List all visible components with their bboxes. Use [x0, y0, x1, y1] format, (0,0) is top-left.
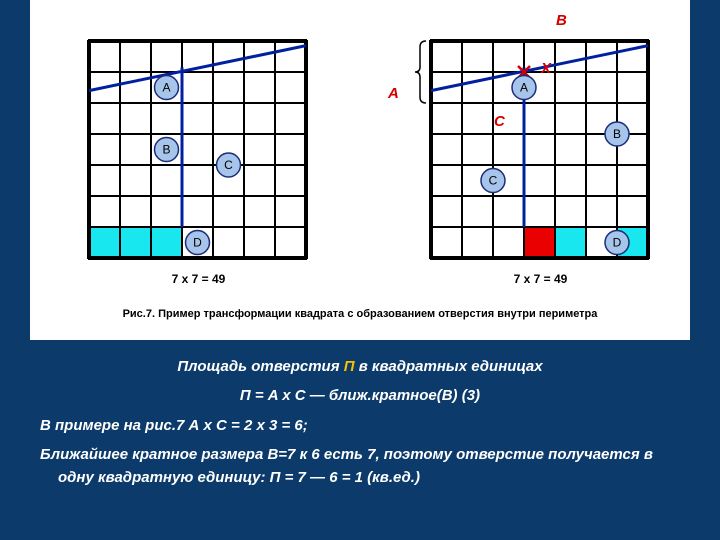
- svg-text:B: B: [613, 127, 621, 141]
- svg-text:A: A: [162, 81, 170, 95]
- text-line1-hl: П: [344, 358, 355, 375]
- svg-text:A: A: [520, 81, 528, 95]
- svg-text:C: C: [489, 174, 498, 188]
- text-line1-post: в квадратных единицах: [355, 358, 543, 375]
- text-line4: Ближайшее кратное размера В=7 к 6 есть 7…: [40, 443, 680, 490]
- label-X: X: [541, 60, 551, 77]
- svg-text:D: D: [193, 236, 202, 250]
- svg-text:B: B: [162, 143, 170, 157]
- svg-text:C: C: [224, 158, 233, 172]
- figure-caption: Рис.7. Пример трансформации квадрата с о…: [0, 308, 720, 320]
- text-block: Площадь отверстия П в квадратных единица…: [40, 355, 680, 495]
- grid-caption: 7 x 7 = 49: [88, 272, 309, 286]
- text-line1-pre: Площадь отверстия: [177, 358, 343, 375]
- grid-left: A B C D 7 x 7 = 49: [88, 40, 309, 286]
- text-formula: П = A x C — ближ.кратное(B) (3): [40, 384, 680, 407]
- label-C: C: [494, 113, 505, 130]
- label-A: A: [388, 85, 399, 102]
- svg-text:D: D: [613, 236, 622, 250]
- text-line3: В примере на рис.7 А х С = 2 х 3 = 6;: [40, 414, 680, 437]
- grid-caption: 7 x 7 = 49: [430, 272, 651, 286]
- label-B: B: [556, 12, 567, 29]
